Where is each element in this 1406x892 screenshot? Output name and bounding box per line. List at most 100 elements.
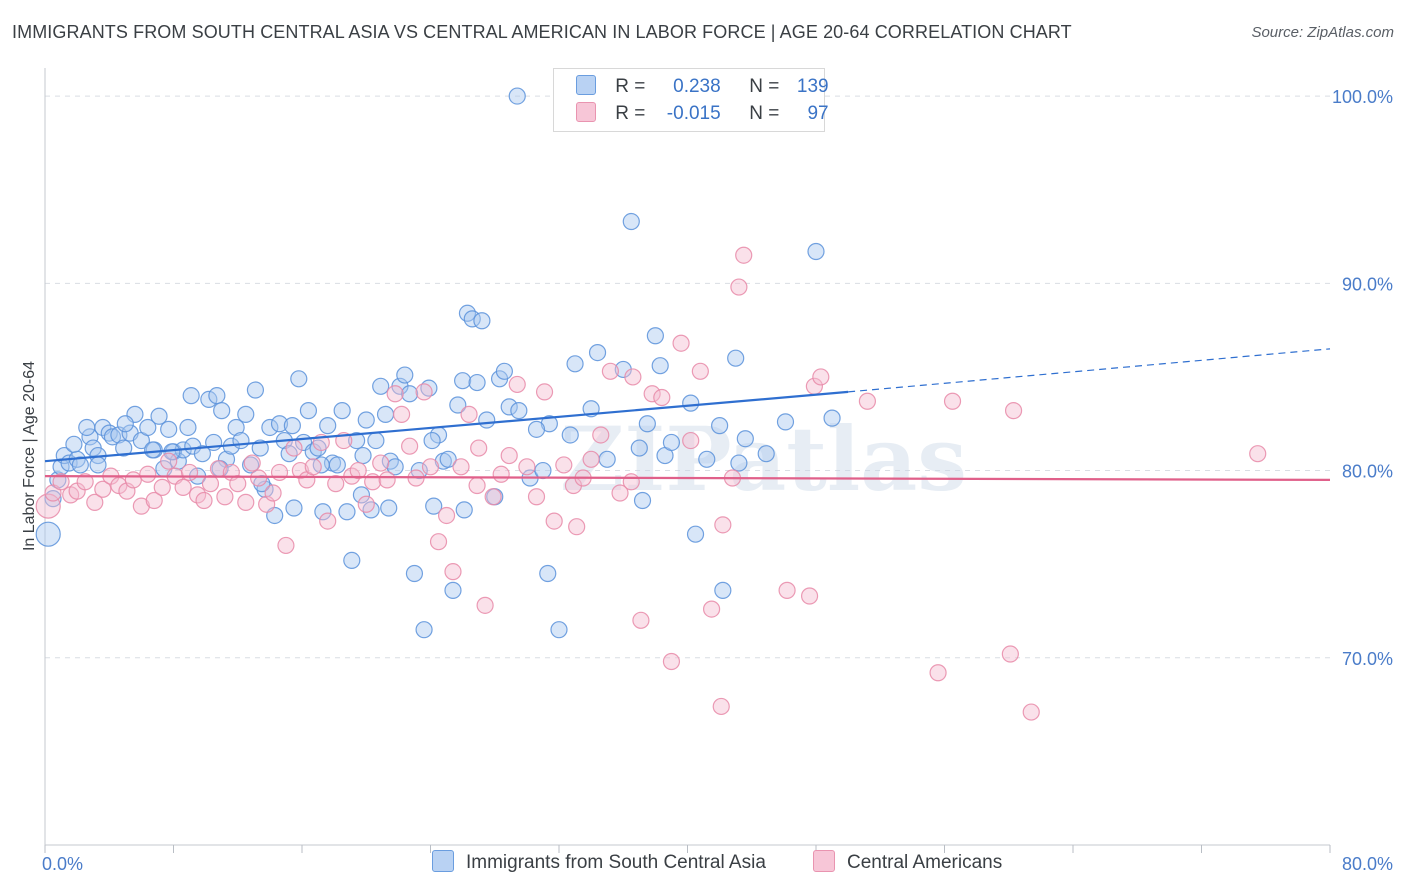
data-point-pink	[304, 458, 322, 476]
data-point-blue	[343, 551, 361, 570]
data-point-blue	[807, 242, 825, 261]
data-point-blue	[510, 402, 528, 420]
data-point-blue	[415, 621, 433, 639]
legend-n-value: 139	[796, 76, 829, 97]
x-tick-label: 80.0%	[1342, 854, 1393, 874]
data-point-pink	[484, 488, 502, 506]
data-point-blue	[682, 394, 700, 412]
data-point-pink	[691, 362, 709, 380]
data-point-blue	[458, 304, 477, 322]
data-point-blue	[81, 428, 99, 446]
series-blue-points	[35, 87, 841, 639]
data-point-pink	[943, 392, 962, 410]
data-point-blue	[727, 349, 745, 367]
data-point-blue	[588, 343, 607, 362]
data-point-pink	[270, 463, 289, 482]
legend-n-label: N =	[749, 76, 780, 97]
data-point-pink	[672, 334, 690, 352]
data-point-blue	[823, 409, 841, 427]
data-point-blue	[251, 439, 269, 457]
data-point-pink	[201, 475, 220, 493]
data-point-blue	[115, 439, 133, 457]
data-point-pink	[243, 454, 261, 472]
data-point-pink	[508, 375, 526, 394]
data-point-blue	[423, 431, 441, 450]
data-point-blue	[367, 431, 385, 450]
trend-line-blue	[44, 390, 849, 463]
data-point-blue	[89, 456, 107, 474]
data-point-pink	[778, 581, 796, 599]
data-point-pink	[35, 493, 61, 519]
data-point-pink	[730, 278, 748, 296]
data-point-blue	[757, 445, 775, 463]
data-point-pink	[277, 536, 295, 555]
data-point-pink	[1004, 402, 1023, 420]
data-point-pink	[372, 454, 390, 472]
data-point-pink	[319, 512, 337, 530]
data-point-blue	[232, 431, 250, 450]
legend-row-pink: R = -0.015 N = 97	[576, 102, 829, 126]
data-point-pink	[653, 388, 671, 407]
data-point-pink	[357, 495, 375, 513]
data-point-blue	[150, 407, 168, 425]
data-point-pink	[662, 652, 681, 671]
data-point-blue	[348, 431, 366, 450]
data-point-blue	[200, 390, 218, 408]
data-point-pink	[476, 596, 494, 614]
data-point-blue	[253, 475, 271, 493]
data-point-pink	[160, 452, 178, 470]
bottom-legend-item-pink: Central Americans	[813, 850, 1002, 874]
data-point-pink	[86, 493, 104, 511]
data-point-pink	[527, 488, 546, 506]
trend-line-blue-extension	[848, 348, 1331, 393]
data-point-blue	[508, 87, 526, 105]
data-point-pink	[712, 697, 730, 716]
data-point-blue	[357, 411, 375, 429]
data-point-blue	[144, 441, 162, 459]
data-point-blue	[182, 387, 200, 405]
data-point-blue	[35, 521, 61, 547]
bottom-legend: Immigrants from South Central Asia Centr…	[0, 850, 1406, 880]
data-point-pink	[812, 368, 830, 386]
data-point-pink	[592, 426, 610, 444]
data-point-pink	[452, 458, 470, 476]
data-point-blue	[328, 456, 346, 474]
legend-r-label: R =	[615, 76, 646, 97]
data-point-blue	[662, 433, 681, 452]
data-point-blue	[527, 420, 546, 438]
data-point-pink	[555, 456, 573, 474]
data-point-blue	[534, 461, 552, 480]
bottom-legend-swatch-pink	[813, 850, 835, 872]
data-point-blue	[380, 499, 398, 517]
series-pink-points	[35, 246, 1267, 721]
data-point-blue	[290, 370, 308, 388]
data-point-blue	[261, 418, 279, 437]
trend-line-pink	[44, 475, 1331, 482]
data-point-pink	[327, 475, 345, 493]
data-point-pink	[94, 480, 112, 498]
data-point-blue	[362, 501, 380, 519]
data-point-blue	[405, 564, 424, 583]
data-point-blue	[78, 418, 96, 437]
data-point-blue	[396, 366, 414, 384]
data-point-blue	[633, 491, 652, 510]
data-point-pink	[378, 471, 396, 489]
data-point-blue	[444, 581, 462, 599]
data-point-blue	[213, 402, 231, 420]
bottom-legend-item-blue: Immigrants from South Central Asia	[432, 850, 766, 874]
data-point-blue	[646, 327, 664, 345]
source-label: Source: ZipAtlas.com	[1251, 24, 1394, 41]
axis-labels: 70.0% 80.0% 90.0% 100.0% 0.0% 80.0% In Labor F…	[21, 87, 1393, 874]
data-point-pink	[429, 533, 448, 551]
data-point-pink	[421, 458, 440, 476]
data-point-blue	[539, 564, 557, 583]
data-point-pink	[285, 439, 303, 457]
data-point-blue	[65, 435, 83, 453]
y-tick-label: 80.0%	[1342, 462, 1393, 482]
data-point-pink	[518, 458, 536, 476]
x-tick-label: 0.0%	[42, 854, 83, 874]
y-tick-label: 100.0%	[1332, 87, 1393, 107]
data-point-pink	[237, 493, 255, 511]
data-point-pink	[229, 475, 247, 493]
data-point-pink	[545, 512, 563, 530]
